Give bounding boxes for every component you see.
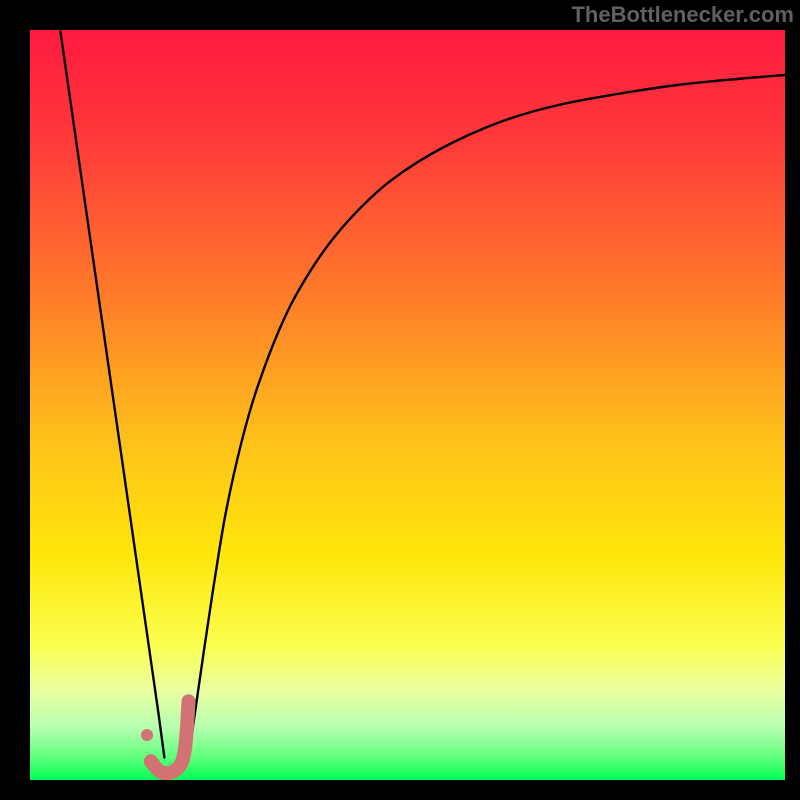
chart-svg	[0, 0, 800, 800]
plot-area	[30, 30, 785, 780]
chart-container: TheBottlenecker.com	[0, 0, 800, 800]
dot-marker	[141, 729, 153, 741]
